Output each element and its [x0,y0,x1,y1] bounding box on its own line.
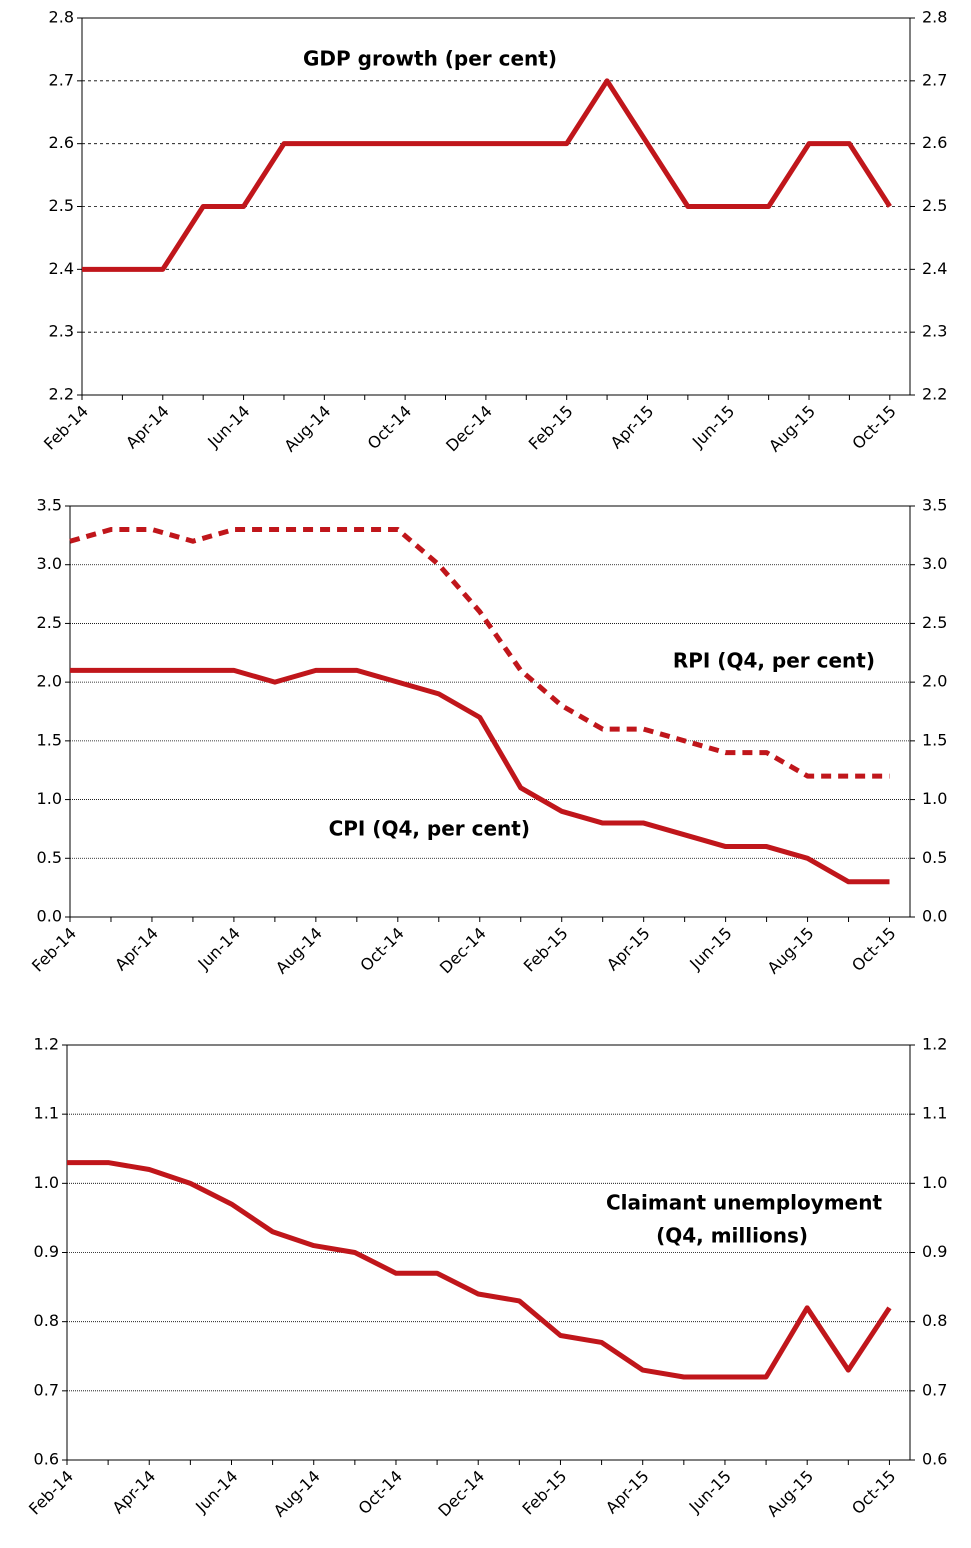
annotation: RPI (Q4, per cent) [673,649,875,673]
x-tick-label: Jun-14 [191,1467,241,1517]
y-tick-label: 1.1 [34,1104,59,1123]
y2-tick-label: 2.5 [922,196,947,215]
y2-tick-label: 0.6 [922,1450,947,1469]
y-tick-label: 1.2 [34,1035,59,1054]
y2-tick-label: 1.2 [922,1035,947,1054]
x-tick-label: Oct-14 [364,402,415,453]
x-tick-label: Feb-14 [40,402,92,454]
y-tick-label: 2.7 [49,70,74,89]
x-tick-label: Jun-14 [194,924,244,974]
y2-tick-label: 2.7 [922,70,947,89]
y2-tick-label: 2.5 [922,613,947,632]
y2-tick-label: 2.4 [922,259,947,278]
y-tick-label: 2.5 [37,613,62,632]
x-tick-label: Feb-15 [520,924,572,976]
x-tick-label: Feb-14 [28,924,80,976]
y-tick-label: 3.5 [37,496,62,515]
annotation: GDP growth (per cent) [303,47,557,71]
x-tick-label: Jun-15 [688,402,738,452]
plot-frame [69,505,911,918]
y-tick-label: 2.2 [49,385,74,404]
y2-tick-label: 0.0 [922,907,947,926]
y2-tick-label: 2.2 [922,385,947,404]
y-tick-label: 1.0 [37,789,62,808]
y-tick-label: 2.4 [49,259,74,278]
y-tick-label: 1.0 [34,1173,59,1192]
y2-tick-label: 0.9 [922,1242,947,1261]
x-tick-label: Jun-14 [203,402,253,452]
y2-tick-label: 2.8 [922,8,947,27]
x-tick-label: Feb-15 [519,1467,571,1519]
annotation: CPI (Q4, per cent) [329,817,530,841]
y-tick-label: 2.8 [49,8,74,27]
x-tick-label: Oct-15 [848,1467,899,1518]
series-line [69,526,890,779]
x-tick-label: Apr-14 [108,1467,159,1518]
y2-tick-label: 2.3 [922,322,947,341]
x-tick-label: Aug-15 [765,402,819,456]
x-tick-label: Aug-14 [280,402,334,456]
plot-frame [66,1044,911,1461]
x-tick-label: Aug-15 [764,924,818,978]
x-tick-label: Dec-14 [434,1467,488,1521]
y-tick-label: 2.5 [49,196,74,215]
series-line [82,78,892,272]
y2-tick-label: 2.0 [922,672,947,691]
y2-tick-label: 1.5 [922,730,947,749]
y2-tick-label: 3.0 [922,554,947,573]
x-tick-label: Jun-15 [685,1467,735,1517]
x-tick-label: Dec-14 [442,402,496,456]
x-tick-label: Dec-14 [436,924,490,978]
y-tick-label: 0.6 [34,1450,59,1469]
series-line [70,667,890,885]
y-tick-label: 1.5 [37,730,62,749]
x-tick-label: Oct-15 [848,924,899,975]
y-tick-label: 0.5 [37,848,62,867]
x-tick-label: Jun-15 [685,924,735,974]
y2-tick-label: 1.0 [922,1173,947,1192]
y-tick-label: 2.0 [37,672,62,691]
y2-tick-label: 0.5 [922,848,947,867]
x-tick-label: Apr-15 [603,924,654,975]
y-tick-label: 2.3 [49,322,74,341]
x-tick-label: Aug-14 [270,1467,324,1521]
series-line [67,1160,892,1380]
y2-tick-label: 3.5 [922,496,947,515]
y-tick-label: 0.8 [34,1311,59,1330]
x-tick-label: Aug-14 [272,924,326,978]
y2-tick-label: 0.8 [922,1311,947,1330]
x-tick-label: Oct-14 [356,924,407,975]
x-tick-label: Feb-14 [25,1467,77,1519]
y2-tick-label: 2.6 [922,133,947,152]
y-tick-label: 0.0 [37,907,62,926]
x-tick-label: Oct-14 [355,1467,406,1518]
y-tick-label: 3.0 [37,554,62,573]
y-tick-label: 0.9 [34,1242,59,1261]
y2-tick-label: 1.0 [922,789,947,808]
x-tick-label: Apr-15 [607,402,658,453]
y2-tick-label: 1.1 [922,1104,947,1123]
annotation: (Q4, millions) [656,1224,808,1248]
x-tick-label: Oct-15 [848,402,899,453]
x-tick-label: Aug-15 [763,1467,817,1521]
y-tick-label: 2.6 [49,133,74,152]
y2-tick-label: 0.7 [922,1380,947,1399]
x-tick-label: Apr-15 [602,1467,653,1518]
x-tick-label: Apr-14 [122,402,173,453]
plot-frame [81,17,911,396]
y-tick-label: 0.7 [34,1380,59,1399]
x-tick-label: Feb-15 [525,402,577,454]
annotation: Claimant unemployment [606,1191,882,1215]
x-tick-label: Apr-14 [111,924,162,975]
